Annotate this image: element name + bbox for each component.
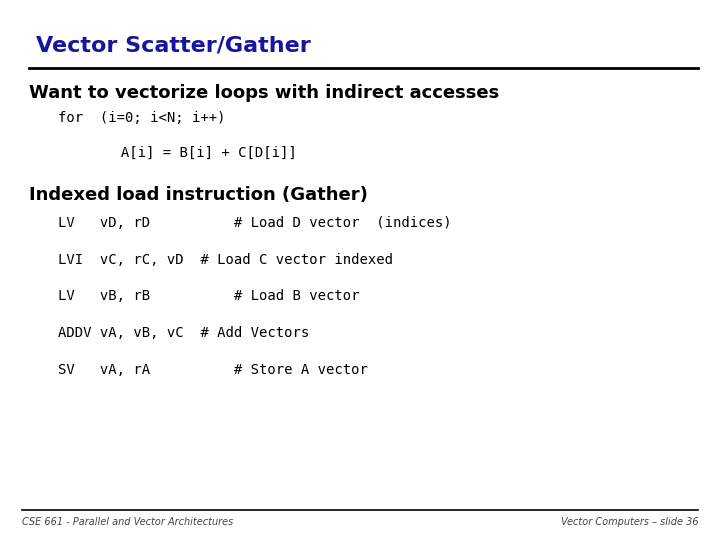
Text: ADDV vA, vB, vC  # Add Vectors: ADDV vA, vB, vC # Add Vectors: [58, 326, 309, 340]
Text: LV   vD, rD          # Load D vector  (indices): LV vD, rD # Load D vector (indices): [58, 216, 451, 230]
Text: Vector Computers – slide 36: Vector Computers – slide 36: [561, 517, 698, 528]
Text: Want to vectorize loops with indirect accesses: Want to vectorize loops with indirect ac…: [29, 84, 499, 102]
Text: Vector Scatter/Gather: Vector Scatter/Gather: [36, 35, 311, 55]
Text: A[i] = B[i] + C[D[i]]: A[i] = B[i] + C[D[i]]: [79, 146, 297, 160]
Text: SV   vA, rA          # Store A vector: SV vA, rA # Store A vector: [58, 363, 367, 377]
Text: Indexed load instruction (Gather): Indexed load instruction (Gather): [29, 186, 368, 204]
Text: LVI  vC, rC, vD  # Load C vector indexed: LVI vC, rC, vD # Load C vector indexed: [58, 253, 392, 267]
Text: CSE 661 - Parallel and Vector Architectures: CSE 661 - Parallel and Vector Architectu…: [22, 517, 233, 528]
Text: LV   vB, rB          # Load B vector: LV vB, rB # Load B vector: [58, 289, 359, 303]
Text: for  (i=0; i<N; i++): for (i=0; i<N; i++): [58, 111, 225, 125]
